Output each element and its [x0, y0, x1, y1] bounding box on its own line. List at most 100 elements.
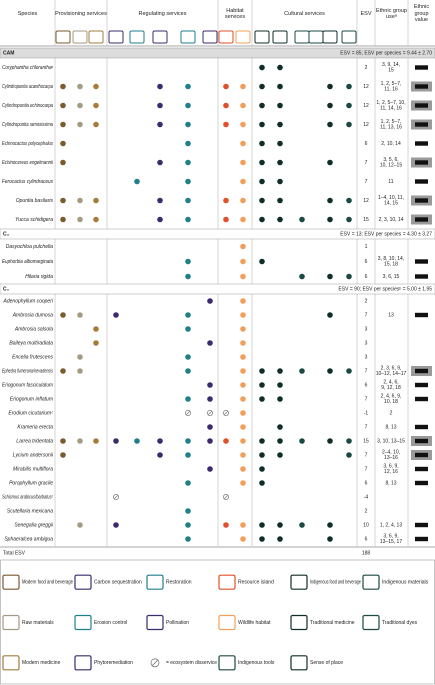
service-dot [277, 216, 283, 223]
service-dot [207, 382, 213, 388]
service-icon [72, 30, 88, 44]
service-dot [240, 466, 246, 472]
service-dot [346, 216, 352, 223]
legend-label: Erosion control [94, 620, 127, 626]
disservice-mark [113, 494, 119, 500]
service-dot [185, 121, 191, 128]
service-dot [157, 438, 163, 444]
esv: 7 [365, 466, 368, 472]
esv: 12 [363, 198, 369, 204]
service-dot [60, 197, 66, 204]
legend-label: Sense of place [310, 660, 343, 666]
esv: 6 [365, 536, 368, 542]
ethnic-use: 3, 6, 9, [383, 534, 398, 540]
esv: 7 [365, 424, 368, 430]
service-dot [240, 536, 246, 542]
ethnic-use: 11, 13, 16 [380, 125, 402, 131]
service-icon [322, 30, 338, 44]
legend-icon [2, 614, 20, 631]
disservice-slash [223, 494, 229, 500]
service-dot [185, 536, 191, 542]
service-icon [272, 30, 288, 44]
service-icon [341, 30, 357, 44]
species-name: Larrea tridentata [16, 438, 53, 444]
service-dot [207, 424, 213, 430]
service-dot [327, 216, 333, 223]
total-label: Total ESV [3, 550, 26, 556]
service-dot [259, 121, 265, 128]
value-bar [415, 217, 428, 222]
service-dot [346, 273, 352, 280]
value-bar [415, 452, 428, 458]
legend-label: Traditional medicine [310, 620, 355, 626]
species-name: Sphaeralcea ambigua [4, 536, 53, 542]
service-dot [327, 536, 333, 542]
service-dot [259, 258, 265, 265]
species-name: Krameria erecta [17, 424, 53, 430]
ethnic-use: 2, 3, 6, 9, [381, 366, 402, 372]
value-bar [415, 312, 428, 318]
service-dot [240, 438, 246, 444]
service-dot [259, 140, 265, 147]
ethnic-use: 12, 16 [384, 469, 398, 475]
service-dot [185, 354, 191, 360]
service-dot [240, 140, 246, 147]
service-dot [259, 522, 265, 528]
service-dot [259, 536, 265, 542]
service-icon [152, 30, 168, 44]
service-dot [93, 340, 99, 346]
service-dot [240, 159, 246, 166]
header-regulating: Regulating services [138, 10, 187, 17]
service-dot [93, 197, 99, 204]
service-dot [93, 326, 99, 332]
service-dot [240, 480, 246, 486]
service-dot [277, 536, 283, 542]
legend-label: Carbon sequestration [94, 579, 142, 585]
service-dot [240, 216, 246, 223]
value-bar [415, 522, 428, 528]
species-name: Yucca schidigera [15, 217, 53, 223]
service-dot [113, 438, 119, 444]
service-dot [185, 216, 191, 223]
species-name: Encelia frutescens [12, 354, 53, 360]
service-dot [60, 438, 66, 444]
service-dot [185, 452, 191, 458]
species-name: Baileya multiradiata [9, 340, 53, 346]
esv: 10 [363, 522, 369, 528]
service-dot [60, 452, 66, 458]
service-dot [134, 178, 140, 185]
ethnic-use: 9, 12, 18 [381, 385, 401, 391]
legend-icon [74, 614, 92, 631]
service-dot [185, 508, 191, 514]
service-dot [259, 197, 265, 204]
service-dot [223, 197, 229, 204]
esv: 12 [363, 84, 369, 90]
legend-icon [74, 574, 92, 590]
esv: 3 [365, 354, 368, 360]
service-dot [185, 273, 191, 280]
species-name: Senegalia greggii [14, 522, 54, 528]
legend-label: = ecosystem disservice [166, 660, 217, 666]
service-dot [60, 83, 66, 90]
service-dot [77, 354, 83, 360]
species-name: Mirabilis multiflora [13, 466, 53, 472]
service-dot [299, 438, 305, 444]
service-dot [185, 368, 191, 374]
esv: 1 [365, 244, 368, 250]
esv: 15 [363, 438, 369, 444]
value-bar [415, 103, 428, 108]
service-dot [299, 368, 305, 374]
species-name: Lycium andersonii [13, 452, 54, 458]
disservice-slash [113, 494, 119, 500]
service-dot [277, 452, 283, 458]
service-dot [277, 159, 283, 166]
service-dot [259, 83, 265, 90]
ethnic-use: 1, 2, 4, 13 [380, 522, 402, 528]
service-dot [346, 368, 352, 374]
value-bar [415, 368, 428, 374]
service-dot [240, 368, 246, 374]
disservice-mark [223, 410, 229, 416]
service-dot [223, 102, 229, 109]
ethnic-use: 11 [388, 179, 393, 185]
service-dot [299, 216, 305, 223]
